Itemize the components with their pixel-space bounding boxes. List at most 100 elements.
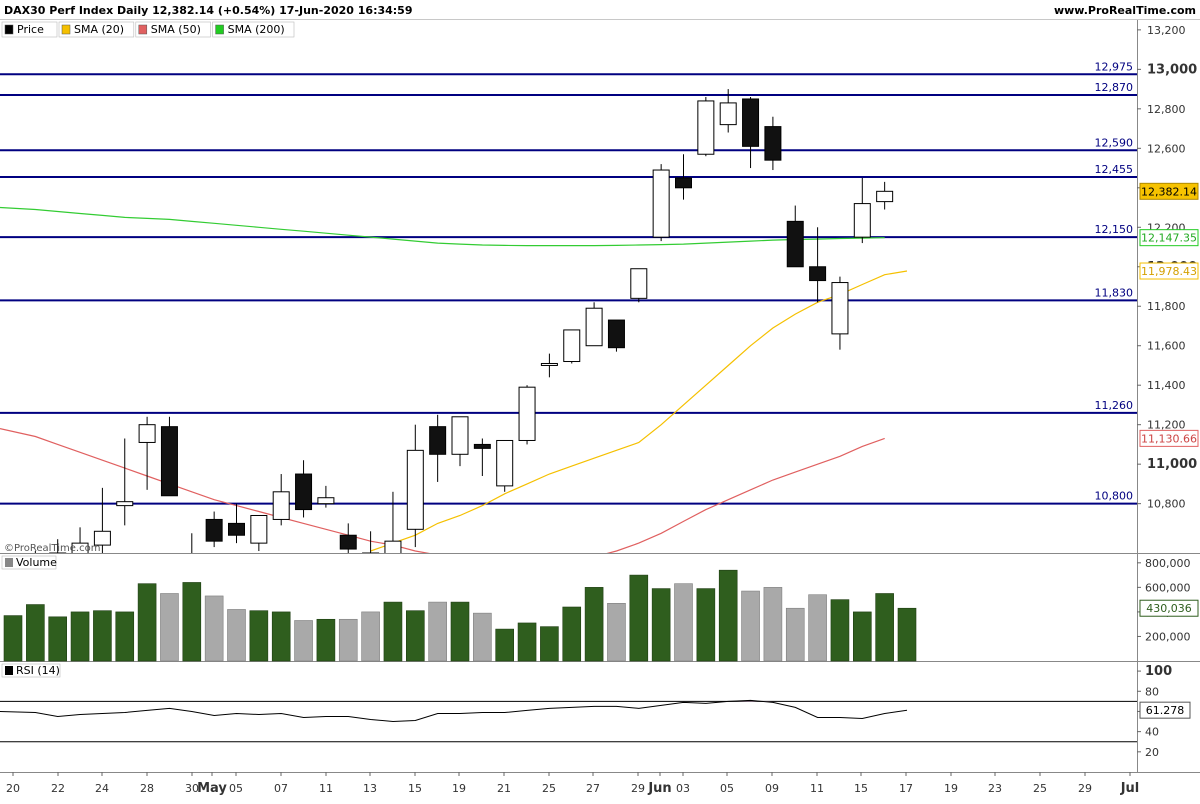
legend-item[interactable]: Price	[1, 21, 58, 38]
volume-panel[interactable]: Volume200,000400,000600,000800,000430,03…	[0, 555, 1200, 662]
volume-bar[interactable]	[48, 616, 68, 662]
candle[interactable]	[675, 154, 692, 200]
candle[interactable]	[876, 181, 894, 210]
candle[interactable]	[250, 514, 268, 552]
volume-bar[interactable]	[227, 609, 246, 662]
candle[interactable]	[473, 438, 491, 477]
volume-bar[interactable]	[3, 615, 23, 662]
candle[interactable]	[317, 485, 335, 508]
rsi-last-text: 61.278	[1146, 704, 1185, 717]
candle[interactable]	[831, 276, 849, 350]
candle[interactable]	[184, 533, 200, 586]
volume-bar[interactable]	[674, 583, 693, 662]
candle[interactable]	[853, 177, 871, 244]
legend-item[interactable]: SMA (200)	[212, 21, 295, 38]
x-tick-label: 25	[1033, 782, 1047, 795]
volume-bar[interactable]	[271, 611, 291, 662]
volume-bar[interactable]	[830, 599, 850, 662]
candle[interactable]	[540, 353, 558, 378]
volume-bar[interactable]	[584, 587, 604, 662]
x-tick-label: 11	[810, 782, 824, 795]
volume-bar[interactable]	[495, 628, 515, 662]
x-tick-label: 09	[765, 782, 779, 795]
volume-bar[interactable]	[607, 603, 626, 662]
volume-bar[interactable]	[897, 607, 917, 662]
volume-bar[interactable]	[383, 601, 403, 662]
rsi-line[interactable]	[0, 699, 908, 723]
volume-bar[interactable]	[93, 610, 112, 662]
candle[interactable]	[496, 439, 514, 492]
candle[interactable]	[160, 416, 178, 497]
candle[interactable]	[362, 531, 380, 572]
candle[interactable]	[607, 319, 625, 352]
volume-bar[interactable]	[294, 620, 313, 662]
candle[interactable]	[697, 96, 715, 157]
price-panel[interactable]: 10,80011,00011,20011,40011,60011,80012,0…	[0, 20, 1200, 772]
volume-bar[interactable]	[473, 612, 492, 662]
volume-bar[interactable]	[26, 604, 45, 662]
candle[interactable]	[93, 487, 111, 559]
candle[interactable]	[563, 329, 581, 364]
candle[interactable]	[786, 205, 804, 268]
candle[interactable]	[116, 438, 134, 526]
legend-item[interactable]: SMA (20)	[58, 21, 135, 38]
volume-bar[interactable]	[137, 583, 157, 662]
candle[interactable]	[272, 474, 290, 526]
candle[interactable]	[742, 96, 760, 169]
site-label[interactable]: www.ProRealTime.com	[1054, 4, 1196, 17]
volume-bar[interactable]	[696, 588, 716, 662]
legend[interactable]: Price SMA (20) SMA (50) SMA (200)	[1, 21, 295, 38]
volume-bar[interactable]	[204, 595, 224, 662]
volume-bar[interactable]	[428, 601, 447, 662]
candle[interactable]	[652, 164, 670, 242]
volume-bar[interactable]	[808, 594, 827, 662]
candle[interactable]	[809, 227, 827, 303]
candle[interactable]	[585, 302, 603, 347]
candle[interactable]	[764, 116, 782, 171]
candle[interactable]	[339, 523, 357, 559]
candle[interactable]	[295, 460, 313, 518]
candle[interactable]	[49, 539, 67, 578]
price-tick-label: 11,200	[1147, 419, 1186, 432]
volume-bar[interactable]	[785, 607, 805, 662]
watermark: ©ProRealTime.com	[4, 543, 100, 554]
candle[interactable]	[205, 511, 223, 548]
volume-bar[interactable]	[540, 626, 559, 662]
volume-bar[interactable]	[70, 611, 90, 662]
volume-bar[interactable]	[852, 611, 872, 662]
candle[interactable]	[228, 503, 245, 544]
volume-bar[interactable]	[160, 593, 179, 662]
volume-bar[interactable]	[249, 610, 269, 662]
candle[interactable]	[451, 416, 469, 467]
volume-bar[interactable]	[517, 622, 537, 662]
rsi-panel[interactable]: RSI (14)2040608010061.278	[0, 663, 1200, 773]
candle[interactable]	[518, 385, 536, 445]
volume-bar[interactable]	[741, 590, 760, 662]
candle-body	[160, 426, 178, 497]
volume-bar[interactable]	[182, 582, 202, 662]
legend-label: Price	[17, 23, 44, 36]
candle[interactable]	[384, 491, 402, 587]
candle[interactable]	[719, 89, 737, 133]
volume-bar[interactable]	[651, 588, 671, 662]
volume-bar[interactable]	[450, 601, 470, 662]
candle[interactable]	[630, 268, 648, 303]
candle[interactable]	[138, 416, 156, 490]
volume-bar[interactable]	[875, 593, 894, 662]
volume-bar[interactable]	[718, 569, 738, 662]
candle[interactable]	[406, 424, 424, 548]
volume-bar[interactable]	[763, 587, 783, 662]
volume-bar[interactable]	[115, 611, 135, 662]
volume-bar[interactable]	[361, 611, 380, 662]
volume-bar[interactable]	[338, 618, 358, 662]
volume-bar[interactable]	[629, 574, 649, 662]
legend-item[interactable]: SMA (50)	[135, 21, 211, 38]
candle[interactable]	[71, 527, 89, 574]
volume-bar[interactable]	[562, 606, 582, 662]
candle-body	[116, 501, 134, 507]
volume-bar[interactable]	[405, 610, 425, 662]
candle[interactable]	[429, 414, 447, 482]
volume-bar[interactable]	[316, 618, 336, 662]
